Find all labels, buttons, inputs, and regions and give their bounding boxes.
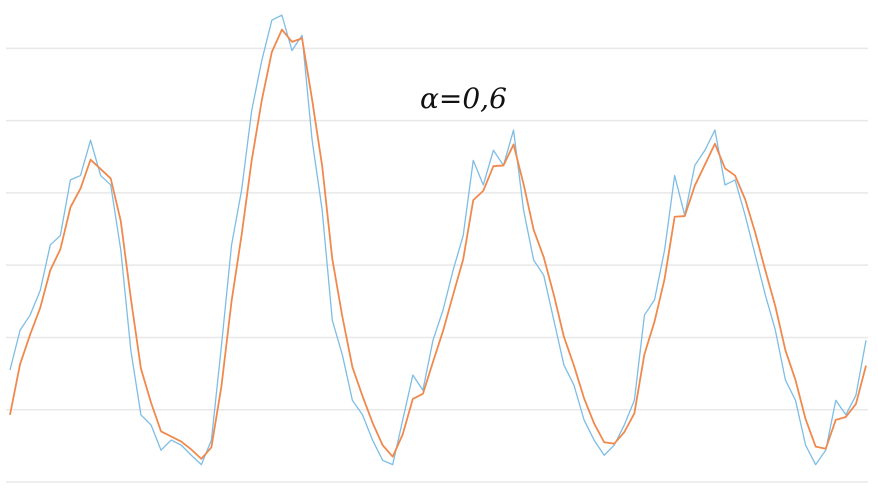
lines	[9, 14, 867, 466]
series-line	[9, 28, 867, 460]
grid	[6, 47, 868, 483]
annotation: α=0,6	[420, 82, 507, 115]
series-line	[9, 14, 867, 466]
